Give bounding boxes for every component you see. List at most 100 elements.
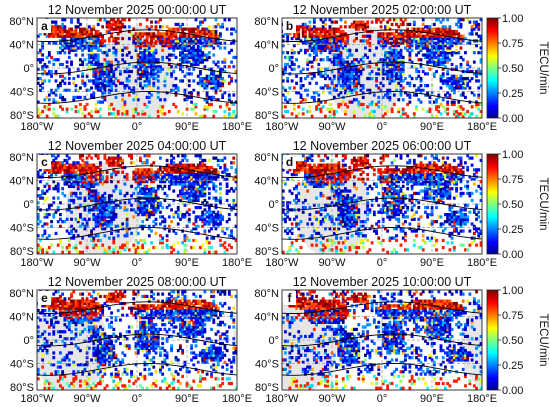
tec-pixel bbox=[381, 36, 385, 41]
tec-pixel bbox=[141, 210, 145, 214]
tec-pixel bbox=[216, 36, 220, 41]
tec-pixel bbox=[384, 55, 387, 60]
tec-pixel bbox=[112, 76, 116, 81]
tec-pixel bbox=[59, 81, 62, 85]
tec-pixel bbox=[361, 84, 365, 88]
tec-pixel bbox=[437, 48, 441, 52]
tec-pixel bbox=[290, 51, 294, 55]
tec-pixel bbox=[152, 194, 156, 198]
tec-pixel bbox=[181, 154, 185, 158]
tec-pixel bbox=[306, 48, 310, 52]
tec-pixel bbox=[372, 93, 376, 97]
tec-pixel bbox=[205, 27, 209, 31]
tec-pixel bbox=[227, 217, 231, 221]
tec-pixel bbox=[72, 180, 76, 184]
tec-pixel bbox=[450, 34, 454, 38]
tec-pixel bbox=[326, 58, 330, 62]
tec-pixel bbox=[112, 248, 116, 252]
tec-pixel bbox=[107, 236, 111, 240]
tec-pixel bbox=[65, 32, 69, 36]
tec-pixel bbox=[81, 27, 85, 31]
tec-pixel bbox=[150, 93, 153, 97]
tec-pixel bbox=[352, 217, 356, 221]
tec-pixel bbox=[459, 62, 463, 67]
tec-pixel bbox=[401, 109, 405, 114]
tec-pixel bbox=[310, 95, 314, 100]
tec-pixel bbox=[446, 60, 450, 64]
tec-pixel bbox=[163, 98, 167, 102]
tec-pixel bbox=[136, 182, 140, 186]
tec-pixel bbox=[341, 46, 345, 50]
tec-pixel bbox=[424, 29, 427, 34]
tec-pixel bbox=[477, 236, 481, 240]
tec-pixel bbox=[183, 182, 187, 186]
tec-pixel bbox=[70, 163, 73, 167]
tec-pixel bbox=[468, 112, 472, 116]
tec-pixel bbox=[190, 32, 193, 36]
tec-pixel bbox=[459, 46, 463, 50]
tec-pixel bbox=[428, 100, 432, 104]
tec-pixel bbox=[412, 203, 416, 207]
tec-pixel bbox=[341, 65, 345, 69]
tec-pixel bbox=[154, 175, 158, 179]
tec-pixel bbox=[190, 175, 193, 179]
tec-pixel bbox=[370, 241, 374, 245]
tec-pixel bbox=[192, 67, 196, 71]
tec-pixel bbox=[47, 79, 51, 83]
tec-pixel bbox=[324, 22, 327, 27]
tec-pixel bbox=[450, 241, 454, 245]
tec-pixel bbox=[475, 217, 478, 221]
tec-pixel bbox=[134, 32, 138, 36]
tec-pixel bbox=[397, 74, 401, 78]
tec-pixel bbox=[230, 32, 233, 36]
tec-pixel bbox=[190, 36, 193, 41]
tec-pixel bbox=[355, 91, 358, 95]
tec-pixel bbox=[290, 60, 294, 64]
tec-pixel bbox=[192, 102, 196, 107]
tec-pixel bbox=[83, 32, 87, 36]
tec-pixel bbox=[147, 215, 151, 219]
tec-pixel bbox=[156, 36, 160, 41]
tec-pixel bbox=[101, 41, 105, 45]
tec-pixel bbox=[125, 112, 129, 116]
tec-pixel bbox=[90, 29, 93, 34]
tec-pixel bbox=[390, 67, 394, 71]
tec-pixel bbox=[326, 46, 330, 50]
tec-pixel bbox=[50, 203, 53, 207]
tec-pixel bbox=[203, 172, 207, 177]
tec-pixel bbox=[56, 163, 60, 167]
tec-pixel bbox=[390, 208, 394, 212]
tec-pixel bbox=[110, 156, 113, 160]
tec-pixel bbox=[132, 88, 136, 92]
tec-pixel bbox=[187, 165, 191, 170]
tec-pixel bbox=[199, 217, 202, 221]
tec-pixel bbox=[377, 41, 381, 45]
tec-pixel bbox=[123, 201, 127, 205]
tec-pixel bbox=[399, 229, 403, 233]
tec-pixel bbox=[176, 212, 180, 217]
tec-pixel bbox=[446, 217, 450, 221]
tec-pixel bbox=[183, 175, 187, 179]
tec-pixel bbox=[315, 46, 318, 50]
tec-pixel bbox=[81, 112, 85, 116]
tec-pixel bbox=[450, 32, 454, 36]
tec-pixel bbox=[114, 39, 118, 43]
tec-pixel bbox=[426, 60, 430, 64]
tec-pixel bbox=[179, 65, 182, 69]
tec-pixel bbox=[341, 217, 345, 221]
tec-pixel bbox=[415, 234, 418, 238]
tec-pixel bbox=[143, 62, 147, 67]
tec-pixel bbox=[190, 46, 193, 50]
tec-pixel bbox=[154, 205, 158, 210]
tec-pixel bbox=[143, 39, 147, 43]
tec-pixel bbox=[352, 88, 356, 92]
tec-pixel bbox=[103, 191, 107, 196]
tec-pixel bbox=[214, 41, 218, 45]
tec-pixel bbox=[81, 44, 85, 48]
tec-pixel bbox=[52, 62, 56, 67]
tec-pixel bbox=[190, 184, 193, 188]
tec-pixel bbox=[139, 74, 142, 78]
tec-pixel bbox=[141, 177, 145, 181]
tec-pixel bbox=[185, 165, 189, 170]
tec-pixel bbox=[83, 107, 87, 111]
